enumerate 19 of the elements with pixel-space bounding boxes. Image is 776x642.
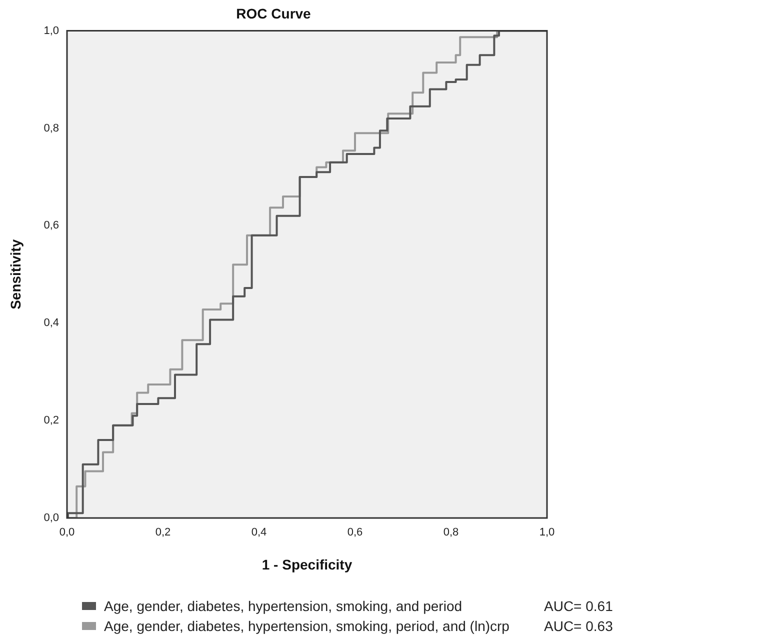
y-tick-label: 1,0 [44,24,59,37]
y-axis-title: Sensitivity [7,239,24,310]
y-tick-label: 0,6 [44,220,59,232]
y-tick-label: 0,8 [44,122,59,134]
x-tick-label: 0,8 [443,526,459,539]
y-tick-label: 0,4 [44,317,59,330]
x-tick-label: 0,2 [155,526,171,539]
x-axis-title: 1 - Specificity [262,556,352,572]
chart-title: ROC Curve [236,5,312,22]
x-tick-label: 0,6 [347,526,363,539]
x-tick-label: 0,0 [59,526,75,539]
x-tick-label: 1,0 [539,526,555,539]
legend-label: Age, gender, diabetes, hypertension, smoking, period, and (ln)crp [104,618,510,634]
legend-label: Age, gender, diabetes, hypertension, smoking, and period [104,598,464,614]
text: AUC= 0.61 [544,598,613,614]
x-tick-label: 0,4 [251,526,267,539]
text: AUC= 0.63 [544,618,613,634]
y-tick-label: 0,2 [44,414,59,427]
y-tick-label: 0,0 [44,512,59,524]
